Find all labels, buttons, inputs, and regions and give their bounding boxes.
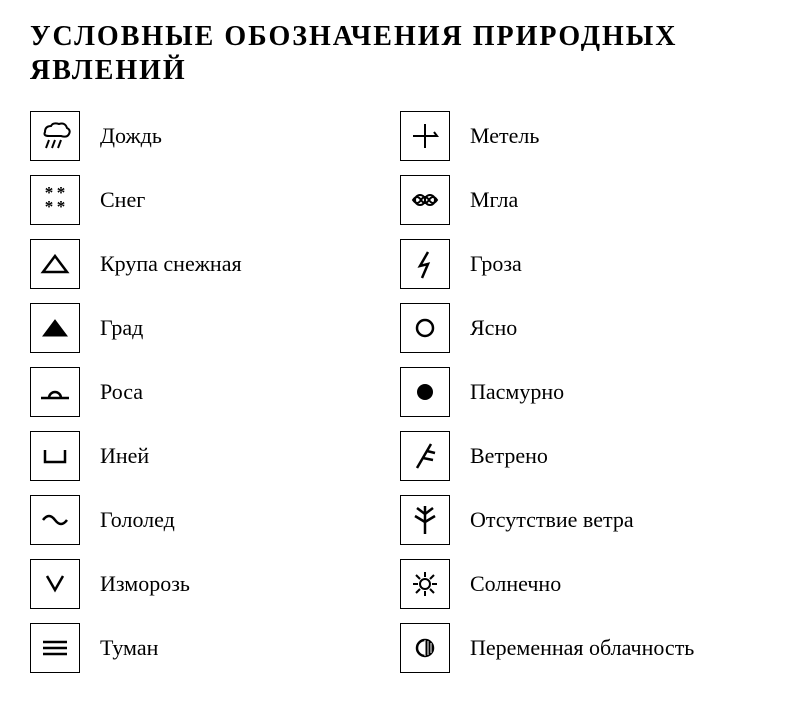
page-title: УСЛОВНЫЕ ОБОЗНАЧЕНИЯ ПРИРОДНЫХ ЯВЛЕНИЙ: [30, 20, 770, 87]
legend-label: Отсутствие ветра: [470, 507, 634, 533]
svg-text:*: *: [57, 197, 66, 216]
partly-cloudy-icon: [400, 623, 450, 673]
calm-icon: [400, 495, 450, 545]
fog-icon: [30, 623, 80, 673]
svg-text:*: *: [45, 197, 54, 216]
legend-item: Ветрено: [400, 431, 770, 481]
legend-label: Гроза: [470, 251, 522, 277]
haze-icon: [400, 175, 450, 225]
rime-icon: [30, 559, 80, 609]
legend-label: Снег: [100, 187, 145, 213]
legend-label: Мгла: [470, 187, 518, 213]
dew-icon: [30, 367, 80, 417]
legend-label: Изморозь: [100, 571, 190, 597]
legend-item: Гололед: [30, 495, 350, 545]
legend-label: Пасмурно: [470, 379, 564, 405]
legend-label: Иней: [100, 443, 149, 469]
frost-icon: [30, 431, 80, 481]
legend-label: Гололед: [100, 507, 175, 533]
legend-label: Ветрено: [470, 443, 548, 469]
legend-column-left: Дождь * * * * Снег Крупа снежная: [30, 111, 350, 673]
legend-item: Метель: [400, 111, 770, 161]
legend-item: Переменная облачность: [400, 623, 770, 673]
legend-item: Пасмурно: [400, 367, 770, 417]
legend-label: Туман: [100, 635, 158, 661]
legend-item: Изморозь: [30, 559, 350, 609]
legend-label: Дождь: [100, 123, 162, 149]
windy-icon: [400, 431, 450, 481]
legend-item: Мгла: [400, 175, 770, 225]
legend-item: Отсутствие ветра: [400, 495, 770, 545]
snow-icon: * * * *: [30, 175, 80, 225]
snow-pellets-icon: [30, 239, 80, 289]
legend-item: Гроза: [400, 239, 770, 289]
legend-item: Солнечно: [400, 559, 770, 609]
sunny-icon: [400, 559, 450, 609]
legend-columns: Дождь * * * * Снег Крупа снежная: [30, 111, 770, 673]
ice-icon: [30, 495, 80, 545]
legend-item: Иней: [30, 431, 350, 481]
legend-item: Роса: [30, 367, 350, 417]
legend-item: Туман: [30, 623, 350, 673]
blizzard-icon: [400, 111, 450, 161]
legend-label: Крупа снежная: [100, 251, 242, 277]
hail-icon: [30, 303, 80, 353]
legend-label: Солнечно: [470, 571, 561, 597]
thunderstorm-icon: [400, 239, 450, 289]
legend-label: Ясно: [470, 315, 517, 341]
legend-label: Град: [100, 315, 143, 341]
clear-icon: [400, 303, 450, 353]
legend-label: Метель: [470, 123, 539, 149]
legend-item: Крупа снежная: [30, 239, 350, 289]
legend-item: Град: [30, 303, 350, 353]
legend-column-right: Метель Мгла Гроза: [400, 111, 770, 673]
legend-label: Переменная облачность: [470, 635, 694, 661]
legend-item: Дождь: [30, 111, 350, 161]
legend-item: * * * * Снег: [30, 175, 350, 225]
rain-icon: [30, 111, 80, 161]
legend-label: Роса: [100, 379, 143, 405]
overcast-icon: [400, 367, 450, 417]
legend-item: Ясно: [400, 303, 770, 353]
